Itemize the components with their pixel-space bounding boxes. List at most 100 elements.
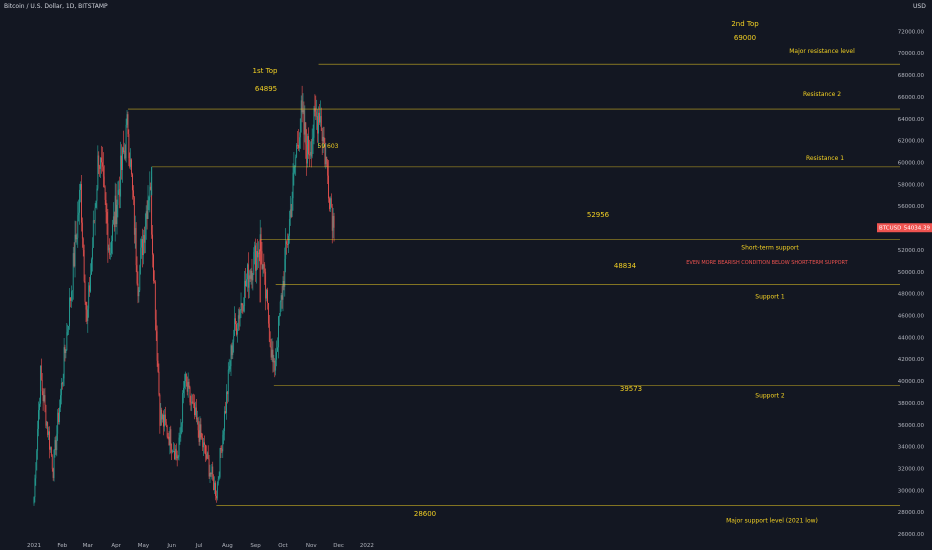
candle-body [192, 401, 194, 403]
candle-body [154, 281, 156, 320]
candle-body [84, 281, 86, 302]
candle-body [106, 212, 108, 224]
candle-body [46, 422, 48, 426]
candle-body [160, 409, 162, 426]
candle-body [33, 497, 35, 504]
candle-body [295, 157, 297, 167]
candle-body [103, 176, 105, 188]
candle-body [142, 239, 143, 256]
level-label: Support 2 [755, 393, 785, 400]
candle-body [204, 442, 205, 445]
candle-body [219, 448, 221, 477]
candle-body [223, 431, 225, 435]
candle-body [81, 222, 83, 239]
candle-body [232, 341, 234, 356]
candle-body [156, 331, 158, 361]
candle-body [183, 387, 184, 393]
candle-body [258, 252, 260, 255]
candle-body [60, 395, 61, 408]
candle-body [227, 369, 229, 395]
candle-body [89, 285, 91, 292]
candle-body [287, 244, 288, 245]
candle-body [64, 347, 66, 354]
candle-body [320, 116, 322, 131]
candle-body [72, 253, 74, 291]
level-label: Major resistance level [789, 48, 855, 55]
y-tick-label: 32000.00 [898, 467, 925, 473]
candle-body [161, 409, 163, 420]
candle-body [176, 454, 178, 459]
x-tick-label: Dec [333, 543, 344, 549]
candle-body [257, 251, 258, 258]
x-tick-label: Nov [306, 543, 317, 549]
candle-body [114, 195, 116, 227]
candle-body [207, 452, 209, 460]
candle-body [50, 447, 52, 456]
candle-body [60, 383, 62, 396]
candle-body [122, 147, 123, 170]
candle-body [123, 150, 125, 153]
candle-body [231, 345, 233, 356]
y-tick-label: 52000.00 [898, 248, 925, 254]
candle-body [236, 324, 237, 335]
candle-body [302, 110, 304, 113]
candle-body [262, 264, 264, 269]
candle-body [164, 414, 166, 422]
candle-body [237, 315, 239, 329]
candle-body [36, 450, 38, 471]
candle-body [167, 436, 169, 438]
candle-body [191, 401, 193, 404]
candle-body [243, 306, 245, 311]
candle-body [165, 421, 167, 426]
candle-body [304, 122, 306, 135]
y-tick-label: 48000.00 [898, 292, 925, 298]
candle-body [109, 247, 111, 255]
candle-body [290, 209, 292, 217]
candle-body [77, 215, 79, 238]
candle-body [210, 472, 212, 475]
candle-body [265, 271, 267, 299]
y-tick-label: 26000.00 [898, 532, 925, 538]
candle-body [129, 158, 131, 167]
candle-body [260, 234, 262, 252]
candle-body [175, 448, 177, 455]
candle-body [116, 204, 118, 225]
candle-body [66, 332, 68, 351]
candle-body [149, 186, 151, 198]
candle-body [282, 281, 284, 300]
candle-body [220, 448, 222, 450]
candle-body [229, 366, 231, 370]
candle-body [171, 449, 173, 453]
level-label: Resistance 2 [803, 91, 841, 98]
candle-body [148, 197, 150, 201]
candle-body [174, 448, 176, 460]
candle-body [130, 159, 132, 167]
candle-body [71, 290, 73, 292]
x-tick-label: Apr [111, 543, 121, 549]
candle-body [307, 136, 308, 164]
candle-body [250, 270, 252, 279]
candle-body [269, 341, 271, 347]
second-top-value: 69000 [734, 34, 756, 42]
candle-body [236, 328, 238, 335]
candle-body [57, 412, 59, 434]
candle-body [225, 411, 226, 413]
y-tick-label: 70000.00 [898, 51, 925, 57]
candle-body [55, 440, 57, 451]
candle-body [119, 189, 121, 197]
candle-body [205, 454, 207, 459]
candle-body [312, 137, 314, 141]
level-label: Short-term support [741, 245, 799, 252]
candle-body [319, 112, 320, 123]
candle-body [284, 258, 286, 287]
candle-body [73, 253, 75, 267]
x-tick-label: 2021 [27, 543, 41, 549]
x-tick-label: Mar [83, 543, 94, 549]
candle-body [90, 274, 91, 292]
candle-body [291, 198, 293, 217]
candle-body [249, 275, 251, 279]
candle-body [195, 407, 196, 416]
candle-body [100, 157, 101, 169]
candle-body [120, 155, 122, 197]
candle-body [196, 417, 198, 420]
